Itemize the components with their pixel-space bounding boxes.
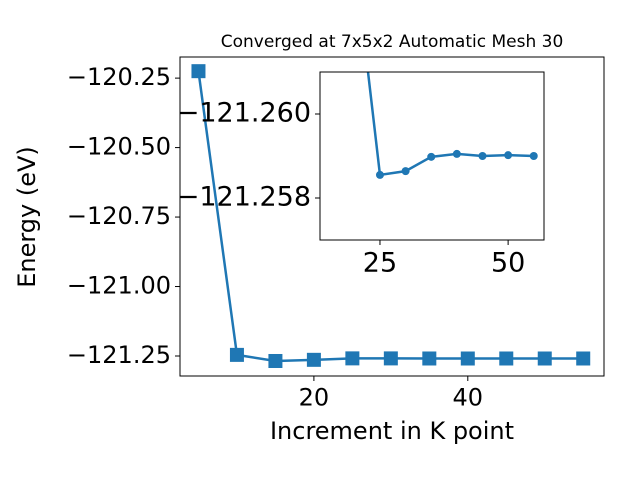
data-point — [460, 351, 475, 366]
plot-content — [191, 64, 591, 368]
x-tick-label: 40 — [453, 383, 484, 411]
data-point — [375, 170, 384, 179]
y-tick-label: −121.258 — [177, 182, 311, 213]
y-tick-label: −121.00 — [67, 272, 171, 300]
x-tick-label: 50 — [491, 248, 525, 279]
y-tick-label: −120.75 — [67, 202, 171, 230]
data-point — [427, 152, 436, 161]
data-point — [452, 149, 461, 158]
plot-content — [366, 72, 538, 179]
y-axis-label: Energy (eV) — [13, 146, 41, 288]
data-point — [504, 151, 513, 160]
y-tick-label: −120.25 — [67, 63, 171, 91]
x-tick-label: 25 — [363, 248, 397, 279]
y-tick-label: −121.260 — [177, 98, 311, 129]
data-point — [576, 351, 591, 366]
y-tick-label: −120.50 — [67, 133, 171, 161]
data-point — [529, 152, 538, 160]
x-tick-label: 20 — [299, 383, 330, 411]
x-axis-label: Increment in K point — [270, 417, 514, 445]
data-point — [499, 351, 514, 366]
data-point — [268, 353, 283, 368]
data-point — [422, 351, 437, 366]
data-point — [191, 64, 206, 79]
y-tick-label: −121.25 — [67, 341, 171, 369]
data-point — [383, 351, 398, 366]
data-point — [345, 351, 360, 366]
data-point — [537, 351, 552, 366]
data-point — [401, 167, 410, 176]
data-line — [366, 72, 534, 177]
axes-frame — [319, 71, 545, 241]
data-point — [478, 152, 487, 160]
data-point — [229, 347, 244, 362]
axes-frame — [179, 56, 605, 377]
data-point — [306, 352, 321, 367]
chart-title: Converged at 7x5x2 Automatic Mesh 30 — [221, 32, 564, 52]
